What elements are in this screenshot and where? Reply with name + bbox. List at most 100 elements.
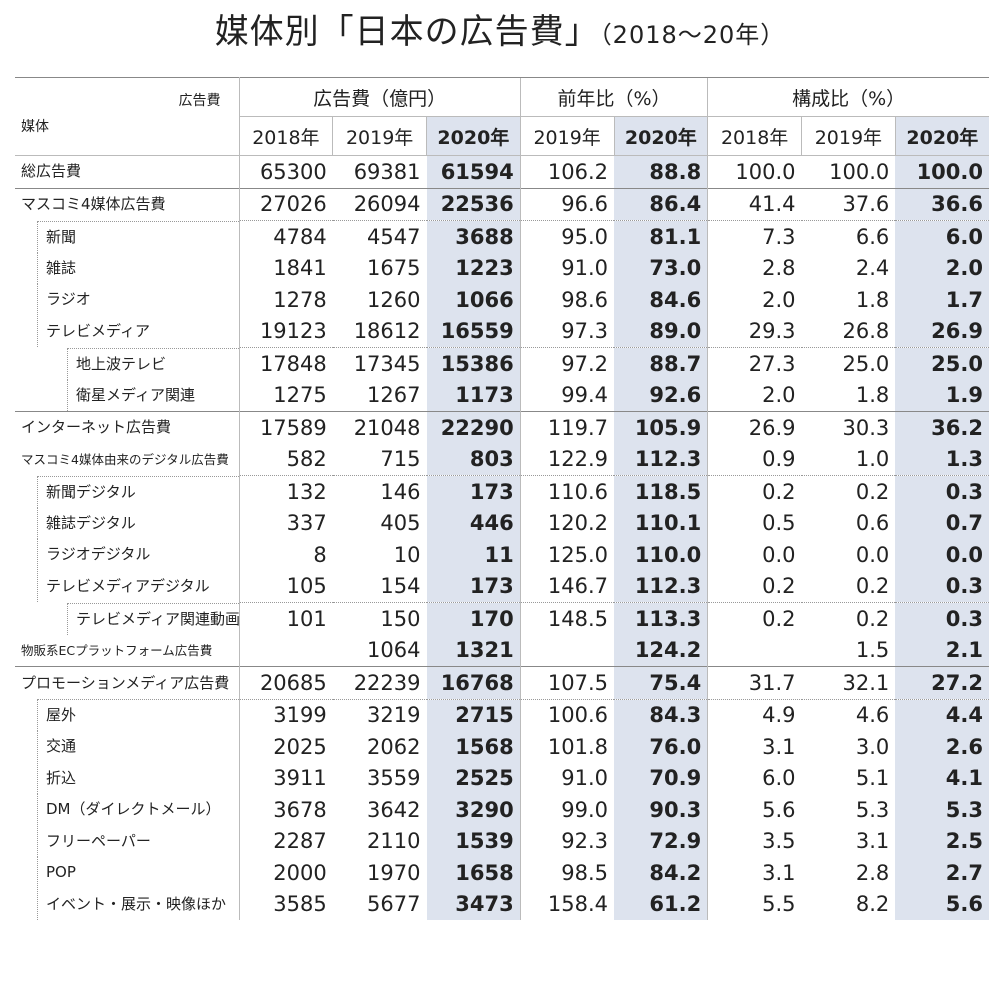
- table-row: 新聞 4784 4547 3688 95.0 81.1 7.3 6.6 6.0: [15, 220, 989, 253]
- value-cell: 1658: [426, 857, 521, 889]
- value-cell: 3290: [426, 794, 521, 826]
- row-label-cell: 屋外: [15, 699, 240, 731]
- value-cell: [239, 635, 333, 667]
- value-cell: 2525: [426, 762, 521, 794]
- value-cell: 1321: [426, 634, 521, 667]
- row-label-cell: 地上波テレビ: [15, 347, 240, 380]
- value-cell: 41.4: [707, 187, 802, 221]
- value-cell: 5.1: [855, 766, 890, 791]
- value-cell: 26.9: [895, 315, 989, 348]
- value-cell: 1568: [426, 731, 521, 763]
- table-row: 地上波テレビ 17848 17345 15386 97.2 88.7 27.3 25.0 25.…: [15, 347, 989, 380]
- row-label: 屋外: [37, 699, 238, 731]
- value-cell: 1675: [367, 256, 421, 281]
- value-cell: 3585: [273, 892, 327, 917]
- value-cell: 0.0: [895, 539, 989, 571]
- value-cell: 113.3: [614, 602, 709, 635]
- row-label: インターネット広告費: [21, 418, 172, 437]
- value-cell: 84.2: [614, 857, 709, 889]
- value-cell: 32.1: [801, 666, 896, 699]
- value-cell: 19123: [259, 319, 327, 344]
- value-cell: 2062: [367, 734, 421, 759]
- header-group-row: 広告費 媒体 広告費（億円） 前年比（%） 構成比（%）: [15, 77, 989, 156]
- value-cell: 91.0: [561, 766, 608, 791]
- row-label: 折込: [37, 762, 238, 794]
- value-cell: 3199: [239, 698, 333, 731]
- table-row: 屋外 3199 3219 2715 100.6 84.3 4.9 4.6 4.4: [15, 698, 989, 731]
- value-cell: 27026: [239, 187, 333, 221]
- ad-expenditure-table: 広告費 媒体 広告費（億円） 前年比（%） 構成比（%） 2018年 2019年…: [15, 77, 989, 920]
- row-label-cell: フリーペーパー: [15, 825, 240, 857]
- value-cell: 1260: [367, 287, 421, 312]
- value-cell: 1.3: [895, 443, 989, 476]
- corner-top-label: 広告費: [178, 93, 221, 109]
- table-row: ラジオ 1278 1260 1066 98.6 84.6 2.0 1.8 1.7: [15, 284, 989, 316]
- value-cell: 119.7: [520, 411, 614, 444]
- value-cell: 132: [239, 475, 333, 508]
- table-row: マスコミ4媒体広告費 27026 26094 22536 96.6 86.4 41.4 37.…: [15, 187, 989, 221]
- value-cell: 105: [286, 574, 327, 599]
- group-header-cost: 広告費（億円）: [238, 77, 521, 117]
- value-cell: 118.5: [614, 475, 709, 508]
- value-cell: 61.2: [614, 888, 709, 920]
- value-cell: 5.5: [762, 892, 796, 917]
- value-cell: 37.6: [801, 187, 896, 221]
- value-cell: 0.0: [855, 542, 890, 567]
- table-row: フリーペーパー 2287 2110 1539 92.3 72.9 3.5 3.1 2.5: [15, 825, 989, 857]
- row-label-cell: マスコミ4媒体由来のデジタル広告費: [15, 443, 240, 476]
- value-cell: 99.4: [561, 383, 608, 408]
- table-row: 総広告費 65300 69381 61594 106.2 88.8 100.0 100.0 10…: [15, 155, 989, 188]
- value-cell: 8: [313, 542, 327, 567]
- value-cell: 2000: [273, 860, 327, 885]
- value-cell: 1223: [426, 252, 521, 284]
- value-cell: 22239: [332, 666, 427, 699]
- value-cell: 36.2: [895, 411, 989, 444]
- value-cell: 2.8: [855, 860, 890, 885]
- value-cell: 1275: [273, 383, 327, 408]
- value-cell: 3473: [426, 888, 521, 920]
- value-cell: 1.5: [855, 638, 890, 663]
- value-cell: 173: [426, 475, 521, 508]
- row-label: 衛星メディア関連: [67, 379, 238, 411]
- row-label-cell: 衛星メディア関連: [15, 379, 240, 412]
- value-cell: 110.1: [614, 507, 709, 539]
- value-cell: 7.3: [707, 220, 802, 253]
- value-cell: 0.6: [855, 511, 890, 536]
- value-cell: 2.1: [895, 634, 989, 667]
- row-label-cell: 交通: [15, 731, 240, 763]
- value-cell: 0.2: [762, 574, 796, 599]
- table-row: テレビメディア 19123 18612 16559 97.3 89.0 29.3 26.8 26…: [15, 315, 989, 348]
- value-cell: 15386: [426, 347, 521, 380]
- table-row: インターネット広告費 17589 21048 22290 119.7 105.9 26.9 3…: [15, 411, 989, 444]
- value-cell: 16768: [426, 666, 521, 699]
- row-label: POP: [37, 857, 238, 889]
- table-row: 衛星メディア関連 1275 1267 1173 99.4 92.6 2.0 1.8 1.9: [15, 379, 989, 412]
- value-cell: 110.0: [614, 539, 709, 571]
- value-cell: 1539: [426, 825, 521, 857]
- value-cell: 146: [332, 475, 427, 508]
- value-cell: 715: [380, 447, 421, 472]
- value-cell: 120.2: [547, 511, 608, 536]
- value-cell: 26094: [332, 187, 427, 221]
- value-cell: 1.9: [895, 379, 989, 412]
- value-cell: 6.0: [895, 220, 989, 253]
- row-label-cell: テレビメディアデジタル: [15, 570, 240, 603]
- value-cell: 101: [239, 602, 333, 635]
- value-cell: 25.0: [801, 347, 896, 380]
- value-cell: 90.3: [614, 794, 709, 826]
- table-row: 折込 3911 3559 2525 91.0 70.9 6.0 5.1 4.1: [15, 762, 989, 794]
- value-cell: 18612: [353, 319, 421, 344]
- year-header: 2018年: [239, 116, 333, 156]
- value-cell: 1841: [273, 256, 327, 281]
- value-cell: 27.2: [895, 666, 989, 699]
- value-cell: 1066: [426, 284, 521, 316]
- value-cell: 75.4: [614, 666, 709, 699]
- row-label-cell: DM（ダイレクトメール）: [15, 794, 240, 826]
- value-cell: 1267: [367, 383, 421, 408]
- value-cell: 0.2: [855, 574, 890, 599]
- value-cell: 0.7: [895, 507, 989, 539]
- value-cell: 100.6: [520, 698, 614, 731]
- value-cell: 0.9: [762, 447, 796, 472]
- value-cell: 148.5: [520, 602, 614, 635]
- group-header-yoy: 前年比（%）: [519, 77, 708, 117]
